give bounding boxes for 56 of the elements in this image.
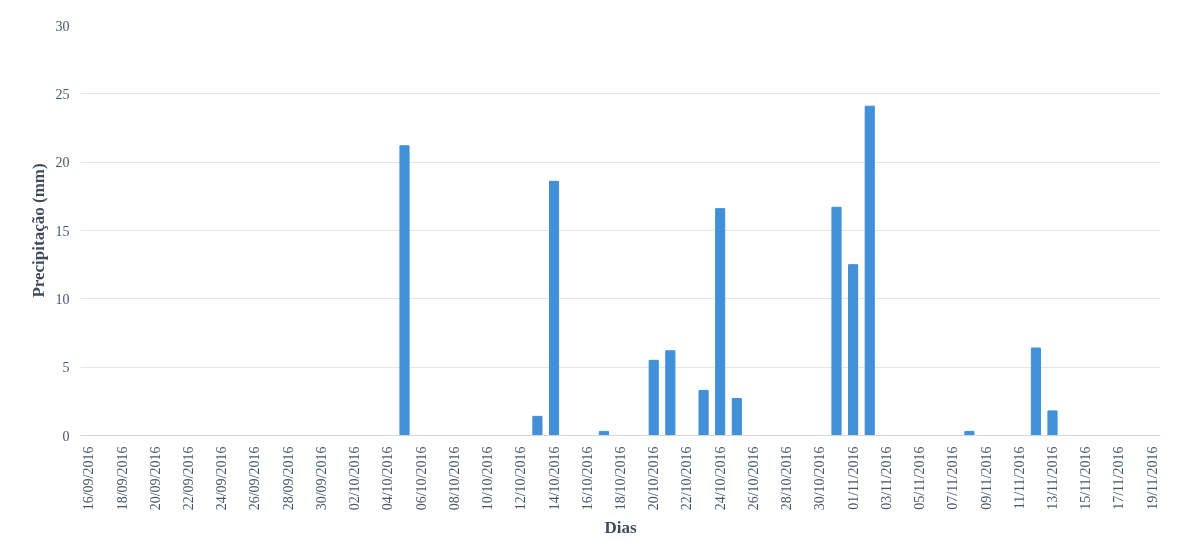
x-tick-label: 06/10/2016 — [413, 446, 429, 511]
x-tick-label: 16/09/2016 — [81, 446, 97, 511]
x-tick-label: 26/09/2016 — [247, 446, 263, 511]
x-tick-label: 20/09/2016 — [147, 446, 163, 511]
bar — [964, 430, 975, 436]
bar — [731, 398, 742, 436]
y-tick-label: 15 — [55, 223, 70, 239]
x-tick-label: 16/10/2016 — [579, 446, 595, 511]
x-tick-label: 18/09/2016 — [114, 446, 130, 511]
x-tick-label: 24/10/2016 — [712, 446, 728, 511]
y-tick-label: 10 — [55, 291, 70, 307]
bar — [1047, 410, 1058, 436]
bar — [399, 145, 410, 436]
y-axis-title: Precipitação (mm) — [28, 163, 48, 298]
x-tick-label: 19/11/2016 — [1144, 446, 1160, 510]
x-tick-label: 14/10/2016 — [546, 446, 562, 511]
y-tick-label: 25 — [55, 86, 70, 102]
x-tick-label: 28/10/2016 — [779, 446, 795, 511]
bar — [715, 208, 726, 436]
y-tick-label: 5 — [62, 360, 70, 376]
x-tick-label: 05/11/2016 — [912, 446, 928, 510]
x-tick-label: 30/10/2016 — [812, 446, 828, 511]
y-tick-label: 30 — [55, 18, 70, 34]
x-axis-title: Dias — [604, 518, 637, 538]
bar — [665, 350, 676, 436]
y-tick-label: 20 — [55, 155, 70, 171]
x-tick-label: 11/11/2016 — [1011, 446, 1027, 510]
x-tick-label: 13/11/2016 — [1045, 446, 1060, 510]
x-tick-label: 02/10/2016 — [347, 446, 363, 511]
bar — [864, 105, 875, 436]
x-tick-label: 24/09/2016 — [214, 446, 230, 511]
y-tick-label: 0 — [62, 428, 70, 444]
bar — [831, 206, 842, 436]
x-tick-label: 08/10/2016 — [446, 446, 462, 511]
bar — [1030, 347, 1041, 436]
x-tick-label: 07/11/2016 — [945, 446, 961, 510]
x-tick-label: 26/10/2016 — [745, 446, 761, 511]
x-tick-label: 10/10/2016 — [480, 446, 496, 511]
bar — [548, 180, 560, 436]
x-tick-label: 18/10/2016 — [613, 446, 628, 511]
x-tick-label: 04/10/2016 — [380, 446, 396, 511]
x-tick-label: 22/09/2016 — [181, 446, 196, 511]
x-tick-label: 12/10/2016 — [513, 446, 529, 511]
x-tick-label: 09/11/2016 — [978, 446, 994, 510]
x-tick-label: 28/09/2016 — [280, 446, 296, 511]
bar — [698, 389, 709, 436]
bar — [848, 264, 859, 436]
x-tick-label: 30/09/2016 — [313, 446, 329, 511]
x-tick-label: 17/11/2016 — [1111, 446, 1127, 510]
x-tick-label: 03/11/2016 — [878, 446, 894, 510]
bar — [648, 359, 659, 436]
x-tick-label: 15/11/2016 — [1078, 446, 1094, 510]
x-tick-label: 20/10/2016 — [646, 446, 662, 511]
x-tick-label: 22/10/2016 — [679, 446, 695, 511]
x-tick-label: 01/11/2016 — [845, 446, 861, 510]
bar — [532, 415, 543, 436]
